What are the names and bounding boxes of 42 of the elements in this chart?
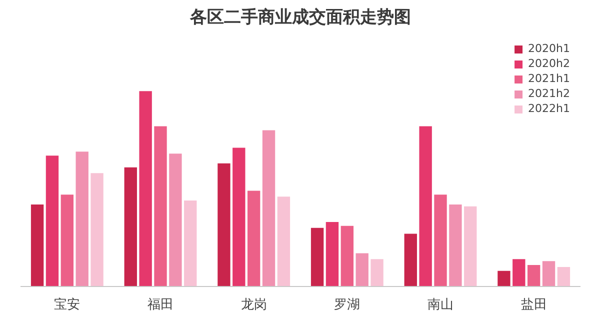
bar xyxy=(60,194,74,286)
bar xyxy=(512,259,526,286)
bar xyxy=(90,173,104,286)
bar xyxy=(557,266,570,286)
legend-label: 2021h2 xyxy=(528,87,570,100)
bar xyxy=(277,196,290,286)
bar xyxy=(169,154,182,286)
bar xyxy=(218,163,230,286)
x-tick-label: 南山 xyxy=(428,298,454,312)
x-tick-label: 罗湖 xyxy=(334,298,360,312)
bar xyxy=(232,148,246,286)
bar xyxy=(370,259,384,286)
legend-label: 2022h1 xyxy=(528,102,570,115)
bar xyxy=(404,234,417,286)
bar xyxy=(326,222,339,286)
bar xyxy=(154,126,167,286)
legend-label: 2021h1 xyxy=(528,72,570,85)
bar xyxy=(262,130,276,286)
chart-title: 各区二手商业成交面积走势图 xyxy=(189,8,411,28)
bar xyxy=(76,152,88,286)
legend-label: 2020h1 xyxy=(528,42,570,55)
bar xyxy=(498,270,510,286)
legend-label: 2020h2 xyxy=(528,57,570,70)
x-tick-label: 福田 xyxy=(148,298,174,312)
bar xyxy=(247,190,260,286)
bar xyxy=(419,126,432,286)
bar xyxy=(124,167,137,286)
bar xyxy=(30,204,44,286)
bar xyxy=(139,91,152,286)
bar xyxy=(356,253,368,286)
bar xyxy=(340,226,354,286)
x-tick-label: 龙岗 xyxy=(240,298,267,312)
bar xyxy=(542,261,556,286)
bar xyxy=(310,228,324,286)
bar xyxy=(46,156,59,286)
bar xyxy=(449,204,462,286)
bar xyxy=(527,265,540,286)
x-tick-label: 宝安 xyxy=(54,296,80,312)
x-tick-label: 盐田 xyxy=(520,298,547,312)
bar xyxy=(464,206,477,286)
bar xyxy=(434,194,447,286)
bar xyxy=(184,200,197,286)
